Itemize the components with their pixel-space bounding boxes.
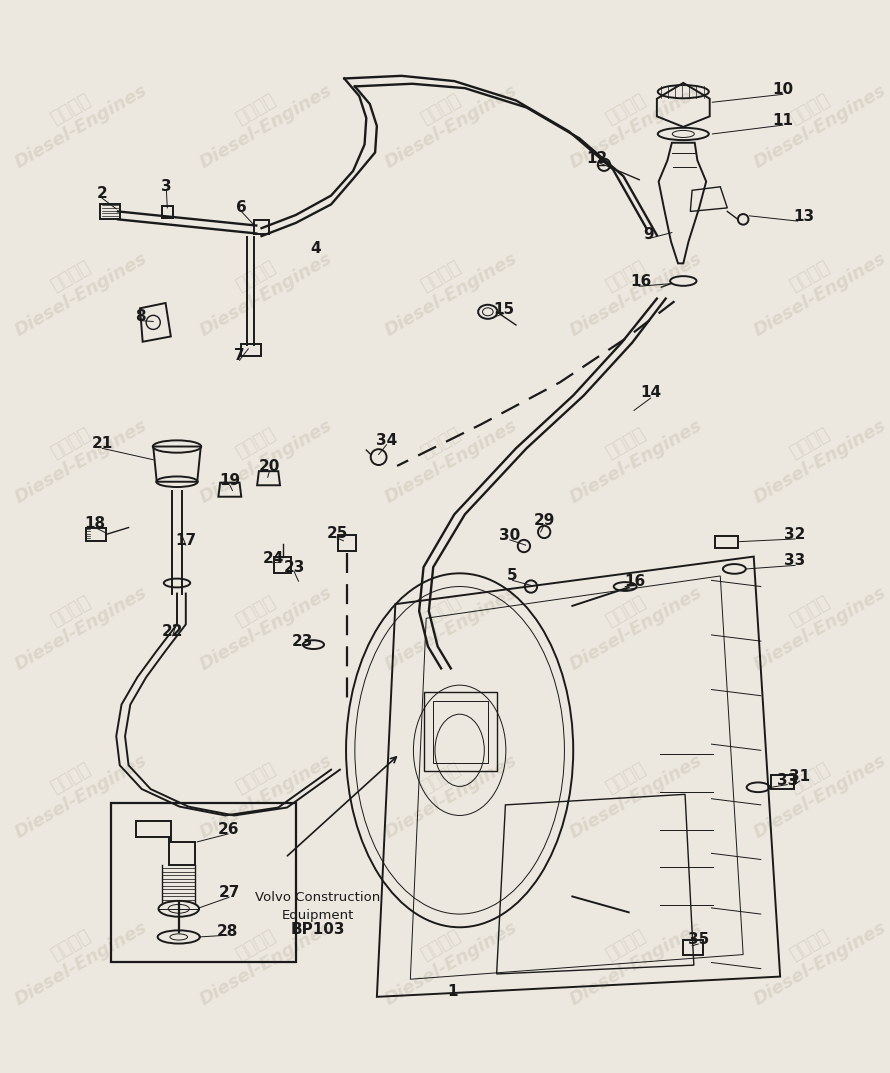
Text: 25: 25	[327, 526, 348, 541]
Text: 15: 15	[493, 302, 514, 317]
Text: 柴发动力
Diesel-Engines: 柴发动力 Diesel-Engines	[556, 63, 705, 173]
Text: 31: 31	[789, 769, 810, 784]
Text: 13: 13	[793, 209, 814, 224]
Bar	[101, 204, 120, 219]
Text: 11: 11	[773, 114, 793, 129]
Text: 柴发动力
Diesel-Engines: 柴发动力 Diesel-Engines	[556, 231, 705, 340]
Text: 19: 19	[219, 473, 240, 488]
Text: 27: 27	[218, 885, 239, 900]
Text: 2: 2	[97, 187, 108, 202]
Text: 33: 33	[777, 773, 797, 788]
Text: 柴发动力
Diesel-Engines: 柴发动力 Diesel-Engines	[740, 398, 890, 506]
Bar	[241, 343, 261, 356]
Text: 柴发动力
Diesel-Engines: 柴发动力 Diesel-Engines	[371, 63, 520, 173]
Text: 22: 22	[162, 623, 183, 638]
Bar	[338, 535, 356, 552]
Text: 23: 23	[292, 634, 313, 649]
Text: 柴发动力
Diesel-Engines: 柴发动力 Diesel-Engines	[371, 231, 520, 340]
Text: 33: 33	[784, 554, 805, 569]
Text: 6: 6	[236, 200, 247, 215]
Text: 16: 16	[624, 574, 645, 589]
Text: 17: 17	[175, 533, 197, 548]
Text: 1: 1	[448, 984, 457, 999]
Text: 10: 10	[773, 82, 793, 97]
Bar	[111, 803, 295, 961]
Text: 16: 16	[630, 275, 651, 290]
Text: 3: 3	[161, 179, 172, 194]
Text: 23: 23	[283, 560, 304, 575]
Text: 柴发动力
Diesel-Engines: 柴发动力 Diesel-Engines	[556, 398, 705, 506]
Text: 4: 4	[311, 241, 321, 255]
Text: 柴发动力
Diesel-Engines: 柴发动力 Diesel-Engines	[556, 733, 705, 841]
Text: BP103: BP103	[291, 923, 345, 938]
Text: 柴发动力
Diesel-Engines: 柴发动力 Diesel-Engines	[740, 900, 890, 1009]
Text: 柴发动力
Diesel-Engines: 柴发动力 Diesel-Engines	[371, 398, 520, 506]
Text: 35: 35	[688, 932, 708, 947]
Text: 柴发动力
Diesel-Engines: 柴发动力 Diesel-Engines	[556, 900, 705, 1009]
Bar	[255, 220, 269, 234]
Bar	[162, 206, 173, 219]
Bar	[86, 528, 106, 541]
Text: 24: 24	[263, 550, 284, 565]
Text: 29: 29	[533, 513, 554, 528]
Text: 柴发动力
Diesel-Engines: 柴发动力 Diesel-Engines	[740, 231, 890, 340]
Text: 8: 8	[134, 309, 145, 324]
Bar	[772, 775, 794, 789]
Text: 5: 5	[507, 569, 518, 584]
Text: 柴发动力
Diesel-Engines: 柴发动力 Diesel-Engines	[186, 565, 336, 674]
Bar	[684, 940, 703, 955]
Bar	[425, 692, 497, 771]
Bar	[274, 558, 291, 573]
Text: 30: 30	[499, 528, 521, 543]
Text: Volvo Construction
Equipment: Volvo Construction Equipment	[255, 891, 381, 922]
Text: 26: 26	[217, 822, 239, 837]
Text: 柴发动力
Diesel-Engines: 柴发动力 Diesel-Engines	[1, 398, 150, 506]
Text: 柴发动力
Diesel-Engines: 柴发动力 Diesel-Engines	[1, 231, 150, 340]
Text: 柴发动力
Diesel-Engines: 柴发动力 Diesel-Engines	[371, 565, 520, 674]
Text: 34: 34	[376, 432, 397, 447]
Text: 18: 18	[85, 516, 106, 531]
Text: 12: 12	[587, 151, 608, 166]
Text: 柴发动力
Diesel-Engines: 柴发动力 Diesel-Engines	[740, 63, 890, 173]
Bar	[433, 701, 488, 763]
Text: 28: 28	[216, 924, 238, 939]
Text: 柴发动力
Diesel-Engines: 柴发动力 Diesel-Engines	[186, 398, 336, 506]
Text: 柴发动力
Diesel-Engines: 柴发动力 Diesel-Engines	[1, 900, 150, 1009]
Text: 柴发动力
Diesel-Engines: 柴发动力 Diesel-Engines	[186, 900, 336, 1009]
Text: 21: 21	[92, 437, 113, 452]
Text: 柴发动力
Diesel-Engines: 柴发动力 Diesel-Engines	[556, 565, 705, 674]
Text: 14: 14	[640, 385, 661, 400]
Text: 柴发动力
Diesel-Engines: 柴发动力 Diesel-Engines	[186, 63, 336, 173]
Text: 柴发动力
Diesel-Engines: 柴发动力 Diesel-Engines	[186, 231, 336, 340]
Text: 7: 7	[234, 349, 245, 364]
Text: 柴发动力
Diesel-Engines: 柴发动力 Diesel-Engines	[186, 733, 336, 841]
Text: 柴发动力
Diesel-Engines: 柴发动力 Diesel-Engines	[1, 733, 150, 841]
Text: 柴发动力
Diesel-Engines: 柴发动力 Diesel-Engines	[371, 900, 520, 1009]
Text: 柴发动力
Diesel-Engines: 柴发动力 Diesel-Engines	[740, 733, 890, 841]
Text: 20: 20	[259, 459, 280, 474]
Text: 柴发动力
Diesel-Engines: 柴发动力 Diesel-Engines	[1, 63, 150, 173]
Text: 柴发动力
Diesel-Engines: 柴发动力 Diesel-Engines	[371, 733, 520, 841]
Bar	[715, 536, 738, 548]
Text: 32: 32	[784, 527, 805, 542]
Text: 柴发动力
Diesel-Engines: 柴发动力 Diesel-Engines	[1, 565, 150, 674]
Text: 柴发动力
Diesel-Engines: 柴发动力 Diesel-Engines	[740, 565, 890, 674]
Text: 9: 9	[643, 226, 653, 241]
